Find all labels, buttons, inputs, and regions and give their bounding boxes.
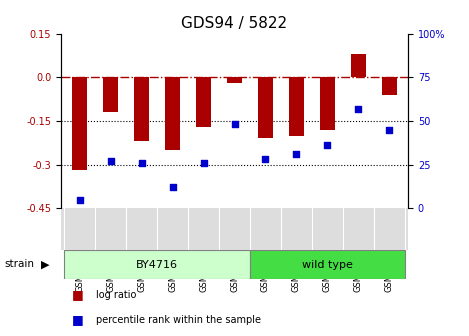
Bar [165, 77, 180, 150]
Point [138, 160, 145, 166]
Text: BY4716: BY4716 [136, 260, 178, 269]
Point [231, 122, 238, 127]
Bar [103, 77, 118, 112]
Point [386, 127, 393, 132]
Bar [134, 77, 149, 141]
Title: GDS94 / 5822: GDS94 / 5822 [182, 16, 287, 31]
Bar [258, 77, 273, 138]
Bar [196, 77, 211, 127]
Point [262, 157, 269, 162]
Point [293, 152, 300, 157]
Text: percentile rank within the sample: percentile rank within the sample [96, 315, 261, 325]
Bar [289, 77, 304, 135]
Point [324, 143, 331, 148]
Point [76, 197, 83, 202]
Bar [320, 77, 335, 130]
Text: ■: ■ [71, 313, 83, 327]
Bar [72, 77, 87, 170]
Text: ■: ■ [71, 288, 83, 301]
Bar [250, 250, 405, 279]
Text: ▶: ▶ [41, 259, 50, 269]
Point [200, 160, 207, 166]
Point [169, 185, 176, 190]
Text: log ratio: log ratio [96, 290, 136, 300]
Bar [351, 54, 366, 77]
Point [107, 159, 114, 164]
Point [355, 106, 362, 112]
Text: wild type: wild type [302, 260, 353, 269]
Bar [64, 250, 250, 279]
Bar [382, 77, 397, 95]
Bar [227, 77, 242, 83]
Text: strain: strain [5, 259, 35, 269]
